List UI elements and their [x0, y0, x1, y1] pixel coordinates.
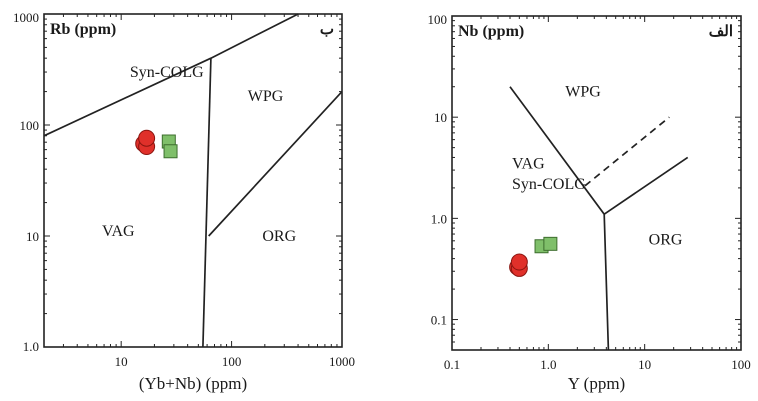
- x-tick-label: 0.1: [444, 357, 460, 372]
- sample-point-circle: [510, 253, 528, 271]
- field-boundary-line: [208, 91, 343, 237]
- x-tick-label: 100: [222, 354, 242, 369]
- field-label: Syn-COLG: [130, 64, 204, 81]
- x-tick-label: 10: [638, 357, 651, 372]
- diagram-panel-1: 10 100 1000 1.0 10 100 1000 Syn-COLG WPG VAG ORG Rb…: [13, 10, 355, 393]
- x-tick-label: 10: [115, 354, 128, 369]
- sample-point-square: [543, 236, 558, 251]
- y-tick-label: 0.1: [431, 313, 447, 328]
- plot-frame: [43, 13, 343, 348]
- field-label: WPG: [565, 84, 601, 101]
- y-tick-label: 10: [434, 110, 447, 125]
- field-label: ORG: [262, 228, 296, 245]
- panel-letter: ب: [320, 22, 334, 38]
- x-axis-label: Y (ppm): [568, 374, 625, 393]
- panel-letter: الف: [709, 24, 733, 40]
- plot-frame: [451, 15, 742, 351]
- y-tick-label: 100: [428, 12, 448, 27]
- y-axis-label: Nb (ppm): [458, 23, 524, 40]
- y-tick-label: 10: [26, 229, 39, 244]
- y-tick-label: 1.0: [431, 211, 447, 226]
- y-axis-label: Rb (ppm): [50, 21, 116, 38]
- field-boundary-dashed-line: [584, 116, 670, 187]
- x-tick-label: 100: [731, 357, 751, 372]
- y-tick-label: 1000: [13, 10, 39, 25]
- sample-point-square: [163, 144, 178, 159]
- x-tick-label: 1000: [329, 354, 355, 369]
- y-tick-label: 100: [20, 118, 40, 133]
- y-tick-label: 1.0: [23, 339, 39, 354]
- field-label: Syn-COLG: [512, 176, 586, 193]
- x-axis-label: (Yb+Nb) (ppm): [139, 374, 247, 393]
- field-label: VAG: [512, 156, 545, 173]
- field-label: VAG: [102, 223, 135, 240]
- field-boundary-line: [202, 58, 212, 348]
- field-label: WPG: [248, 88, 284, 105]
- x-tick-label: 1.0: [540, 357, 556, 372]
- field-boundary-line: [603, 156, 689, 215]
- field-boundary-line: [509, 86, 610, 351]
- diagram-panel-2: 0.1 1.0 10 100 0.1 1.0 10 100 WPG VAG Syn-COLG ORG N…: [428, 12, 751, 393]
- sample-point-circle: [138, 129, 156, 147]
- field-label: ORG: [649, 232, 683, 249]
